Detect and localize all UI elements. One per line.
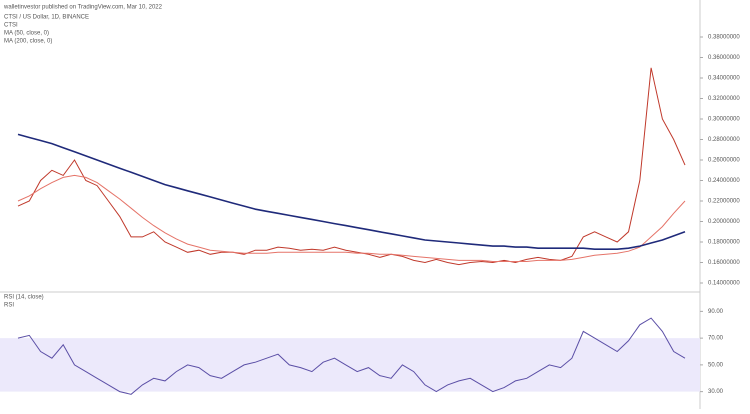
legend-entry: MA (200, close, 0) [4,39,52,45]
y-tick-label: 70.00 [708,336,724,342]
y-tick-label: 50.00 [708,362,724,368]
legend-entry: RSI [4,303,14,309]
y-tick-label: 0.34000000 [708,76,740,82]
legend-entry: MA (50, close, 0) [4,31,49,37]
y-tick-label: 0.14000000 [708,281,740,287]
series-line [17,133,686,250]
y-tick-label: 0.26000000 [708,158,740,164]
y-tick-label: 0.30000000 [708,117,740,123]
chart-title: CTSI / US Dollar, 1D, BINANCE [4,15,89,21]
y-tick-label: 0.20000000 [708,219,740,225]
y-tick-label: 0.22000000 [708,199,740,205]
y-tick-label: 0.32000000 [708,96,740,102]
y-tick-label: 0.28000000 [708,137,740,143]
y-tick-label: 0.18000000 [708,240,740,246]
chart-title: RSI (14, close) [4,295,44,301]
y-tick-label: 30.00 [708,389,724,395]
series-line [17,317,686,395]
legend-entry: CTSI [4,23,18,29]
y-tick-label: 90.00 [708,309,724,315]
y-tick-label: 0.36000000 [708,55,740,61]
rsi-band [0,338,700,392]
series-line [17,174,686,262]
y-tick-label: 0.24000000 [708,178,740,184]
y-tick-label: 0.16000000 [708,260,740,266]
header-title: walletinvestor published on TradingView.… [3,5,163,11]
y-tick-label: 0.38000000 [708,35,740,41]
series-line [17,67,686,266]
